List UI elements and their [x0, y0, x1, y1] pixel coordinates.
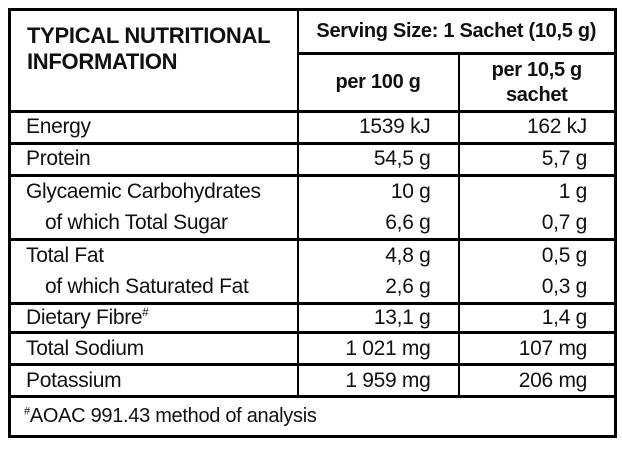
- row-value-per-100g: 1 959 mg: [296, 363, 460, 399]
- serving-size-header: Serving Size: 1 Sachet (10,5 g): [296, 8, 617, 55]
- row-label: Total Sodium: [8, 331, 299, 367]
- row-label-text: Dietary Fibre: [26, 306, 143, 329]
- row-label: Energy: [8, 110, 299, 145]
- row-value-per-sachet: 0,7 g: [457, 207, 617, 241]
- row-label: Potassium: [8, 363, 299, 399]
- col-header-per-sachet: per 10,5 g sachet: [457, 52, 617, 113]
- row-value-per-100g: 2,6 g: [296, 271, 460, 305]
- row-value-per-100g: 54,5 g: [296, 142, 460, 177]
- footnote: #AOAC 991.43 method of analysis: [8, 395, 617, 439]
- row-value-per-100g: 4,8 g: [296, 238, 460, 272]
- row-value-per-100g: 1 021 mg: [296, 331, 460, 367]
- nutrition-table: TYPICAL NUTRITIONAL INFORMATION Serving …: [8, 8, 618, 439]
- row-value-per-sachet: 1,4 g: [457, 301, 617, 335]
- table-row-saturated-fat: of which Saturated Fat 2,6 g 0,3 g: [8, 271, 617, 305]
- table-row-energy: Energy 1539 kJ 162 kJ: [8, 110, 617, 145]
- footnote-marker: #: [24, 405, 30, 418]
- footnote-row: #AOAC 991.43 method of analysis: [8, 395, 617, 439]
- row-value-per-100g: 6,6 g: [296, 207, 460, 241]
- row-value-per-sachet: 206 mg: [457, 363, 617, 399]
- header-row-serving: TYPICAL NUTRITIONAL INFORMATION Serving …: [8, 8, 617, 113]
- row-value-per-sachet: 107 mg: [457, 331, 617, 367]
- table-row-dietary-fibre: Dietary Fibre# 13,1 g 1,4 g: [8, 301, 617, 335]
- row-label: Dietary Fibre#: [8, 301, 299, 335]
- col-header-per-100g: per 100 g: [296, 52, 460, 113]
- header-row-columns: per 100 g per 10,5 g sachet: [10, 52, 617, 113]
- footnote-marker: #: [142, 307, 149, 319]
- table-row-total-sodium: Total Sodium 1 021 mg 107 mg: [8, 331, 617, 367]
- row-label: of which Total Sugar: [8, 207, 299, 241]
- row-value-per-100g: 10 g: [296, 174, 460, 208]
- table-title: TYPICAL NUTRITIONAL INFORMATION: [8, 8, 299, 113]
- col-header-per-sachet-line2: sachet: [505, 83, 568, 106]
- row-label: Glycaemic Carbohydrates: [8, 174, 299, 208]
- row-value-per-sachet: 0,3 g: [457, 271, 617, 305]
- table-row-potassium: Potassium 1 959 mg 206 mg: [8, 363, 617, 399]
- row-value-per-sachet: 5,7 g: [457, 142, 617, 177]
- table-row-total-sugar: of which Total Sugar 6,6 g 0,7 g: [8, 207, 617, 241]
- row-value-per-sachet: 1 g: [457, 174, 617, 208]
- row-label: of which Saturated Fat: [8, 271, 299, 305]
- footnote-text: AOAC 991.43 method of analysis: [29, 405, 317, 428]
- table-row-protein: Protein 54,5 g 5,7 g: [8, 142, 617, 177]
- table-row-total-fat: Total Fat 4,8 g 0,5 g: [8, 238, 617, 272]
- row-label: Protein: [8, 142, 299, 177]
- row-label: Total Fat: [8, 238, 299, 272]
- row-value-per-100g: 13,1 g: [296, 301, 460, 335]
- row-value-per-sachet: 162 kJ: [457, 110, 617, 145]
- row-value-per-100g: 1539 kJ: [296, 110, 460, 145]
- table-row-glycaemic-carbohydrates: Glycaemic Carbohydrates 10 g 1 g: [8, 174, 617, 208]
- col-header-per-sachet-line1: per 10,5 g: [491, 58, 583, 81]
- row-value-per-sachet: 0,5 g: [457, 238, 617, 272]
